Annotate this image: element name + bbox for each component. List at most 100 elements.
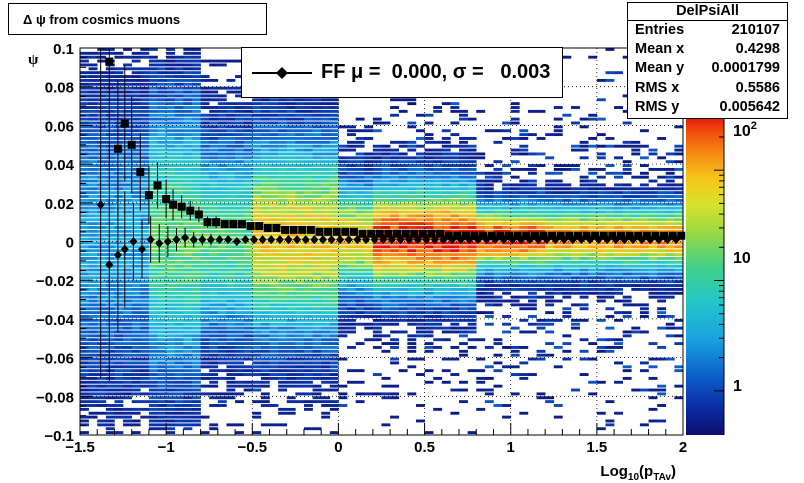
heatmap-cell (648, 202, 658, 206)
heatmap-cell (80, 144, 89, 148)
heatmap-cell (191, 342, 201, 346)
heatmap-cell (527, 226, 537, 229)
heatmap-cell (80, 295, 89, 299)
data-point-square (410, 229, 419, 238)
heatmap-cell (510, 268, 520, 272)
heatmap-cell (97, 129, 107, 133)
heatmap-cell (347, 179, 356, 183)
heatmap-cell (553, 218, 563, 222)
heatmap-cell (433, 210, 443, 214)
heatmap-cell (484, 179, 494, 183)
heatmap-cell (80, 140, 89, 144)
heatmap-cell (588, 55, 598, 59)
heatmap-cell (97, 369, 107, 373)
heatmap-cell (217, 164, 227, 168)
heatmap-cell (174, 353, 184, 357)
heatmap-cell (441, 226, 451, 229)
heatmap-cell (329, 338, 339, 342)
heatmap-cell (235, 280, 244, 284)
heatmap-cell (88, 78, 98, 82)
heatmap-cell (131, 106, 141, 109)
heatmap-cell (545, 226, 555, 229)
heatmap-cell (131, 349, 141, 353)
heatmap-cell (131, 117, 141, 121)
heatmap-cell (433, 164, 443, 168)
heatmap-cell (484, 210, 494, 214)
heatmap-cell (415, 315, 425, 318)
heatmap-cell (123, 226, 132, 229)
heatmap-cell (200, 338, 210, 342)
heatmap-cell (631, 187, 641, 191)
heatmap-cell (286, 365, 296, 369)
heatmap-cell (510, 249, 520, 253)
heatmap-cell (278, 210, 288, 214)
heatmap-cell (510, 117, 520, 121)
heatmap-cell (639, 222, 649, 226)
heatmap-cell (665, 191, 675, 195)
heatmap-cell (347, 272, 356, 276)
heatmap-cell (665, 229, 675, 233)
heatmap-cell (415, 334, 425, 338)
heatmap-cell (329, 226, 339, 229)
heatmap-cell (131, 229, 141, 233)
heatmap-cell (183, 129, 193, 133)
heatmap-cell (114, 369, 124, 373)
heatmap-cell (200, 164, 210, 168)
heatmap-cell (476, 191, 486, 195)
heatmap-cell (596, 78, 606, 82)
heatmap-cell (303, 322, 313, 326)
heatmap-cell (148, 175, 158, 179)
data-point-square (341, 227, 350, 236)
heatmap-cell (398, 226, 408, 229)
heatmap-cell (295, 210, 305, 214)
heatmap-cell (502, 206, 512, 210)
heatmap-cell (166, 284, 176, 287)
heatmap-cell (657, 260, 667, 264)
heatmap-cell (80, 260, 89, 264)
heatmap-cell (303, 202, 313, 206)
heatmap-cell (114, 407, 124, 411)
heatmap-cell (140, 102, 150, 106)
heatmap-cell (191, 419, 201, 423)
heatmap-cell (459, 222, 468, 226)
heatmap-cell (424, 299, 434, 303)
heatmap-cell (450, 326, 460, 330)
heatmap-cell (493, 287, 503, 291)
heatmap-cell (235, 117, 244, 121)
heatmap-cell (588, 113, 598, 117)
heatmap-cell (441, 299, 451, 303)
heatmap-cell (398, 284, 408, 287)
heatmap-cell (459, 198, 468, 202)
heatmap-cell (303, 311, 313, 315)
heatmap-cell (174, 82, 184, 86)
heatmap-cell (295, 338, 305, 342)
heatmap-cell (217, 400, 227, 404)
heatmap-cell (476, 380, 486, 384)
heatmap-cell (235, 365, 244, 369)
heatmap-cell (217, 59, 227, 63)
heatmap-cell (450, 183, 460, 187)
heatmap-cell (372, 245, 382, 249)
heatmap-cell (424, 287, 434, 291)
heatmap-cell (329, 183, 339, 187)
heatmap-cell (148, 129, 158, 133)
heatmap-cell (398, 164, 408, 168)
heatmap-cell (347, 198, 356, 202)
heatmap-cell (355, 249, 365, 253)
heatmap-cell (140, 291, 150, 295)
heatmap-cell (648, 253, 658, 257)
heatmap-cell (519, 187, 529, 191)
heatmap-cell (527, 187, 537, 191)
heatmap-cell (450, 311, 460, 315)
heatmap-cell (226, 229, 236, 233)
heatmap-cell (622, 195, 632, 198)
heatmap-cell (433, 206, 443, 210)
heatmap-cell (407, 222, 417, 226)
heatmap-cell (269, 423, 279, 427)
heatmap-cell (252, 388, 262, 392)
heatmap-cell (303, 241, 313, 245)
heatmap-cell (605, 71, 615, 75)
heatmap-cell (433, 280, 443, 284)
heatmap-cell (674, 214, 684, 218)
heatmap-cell (80, 102, 89, 106)
